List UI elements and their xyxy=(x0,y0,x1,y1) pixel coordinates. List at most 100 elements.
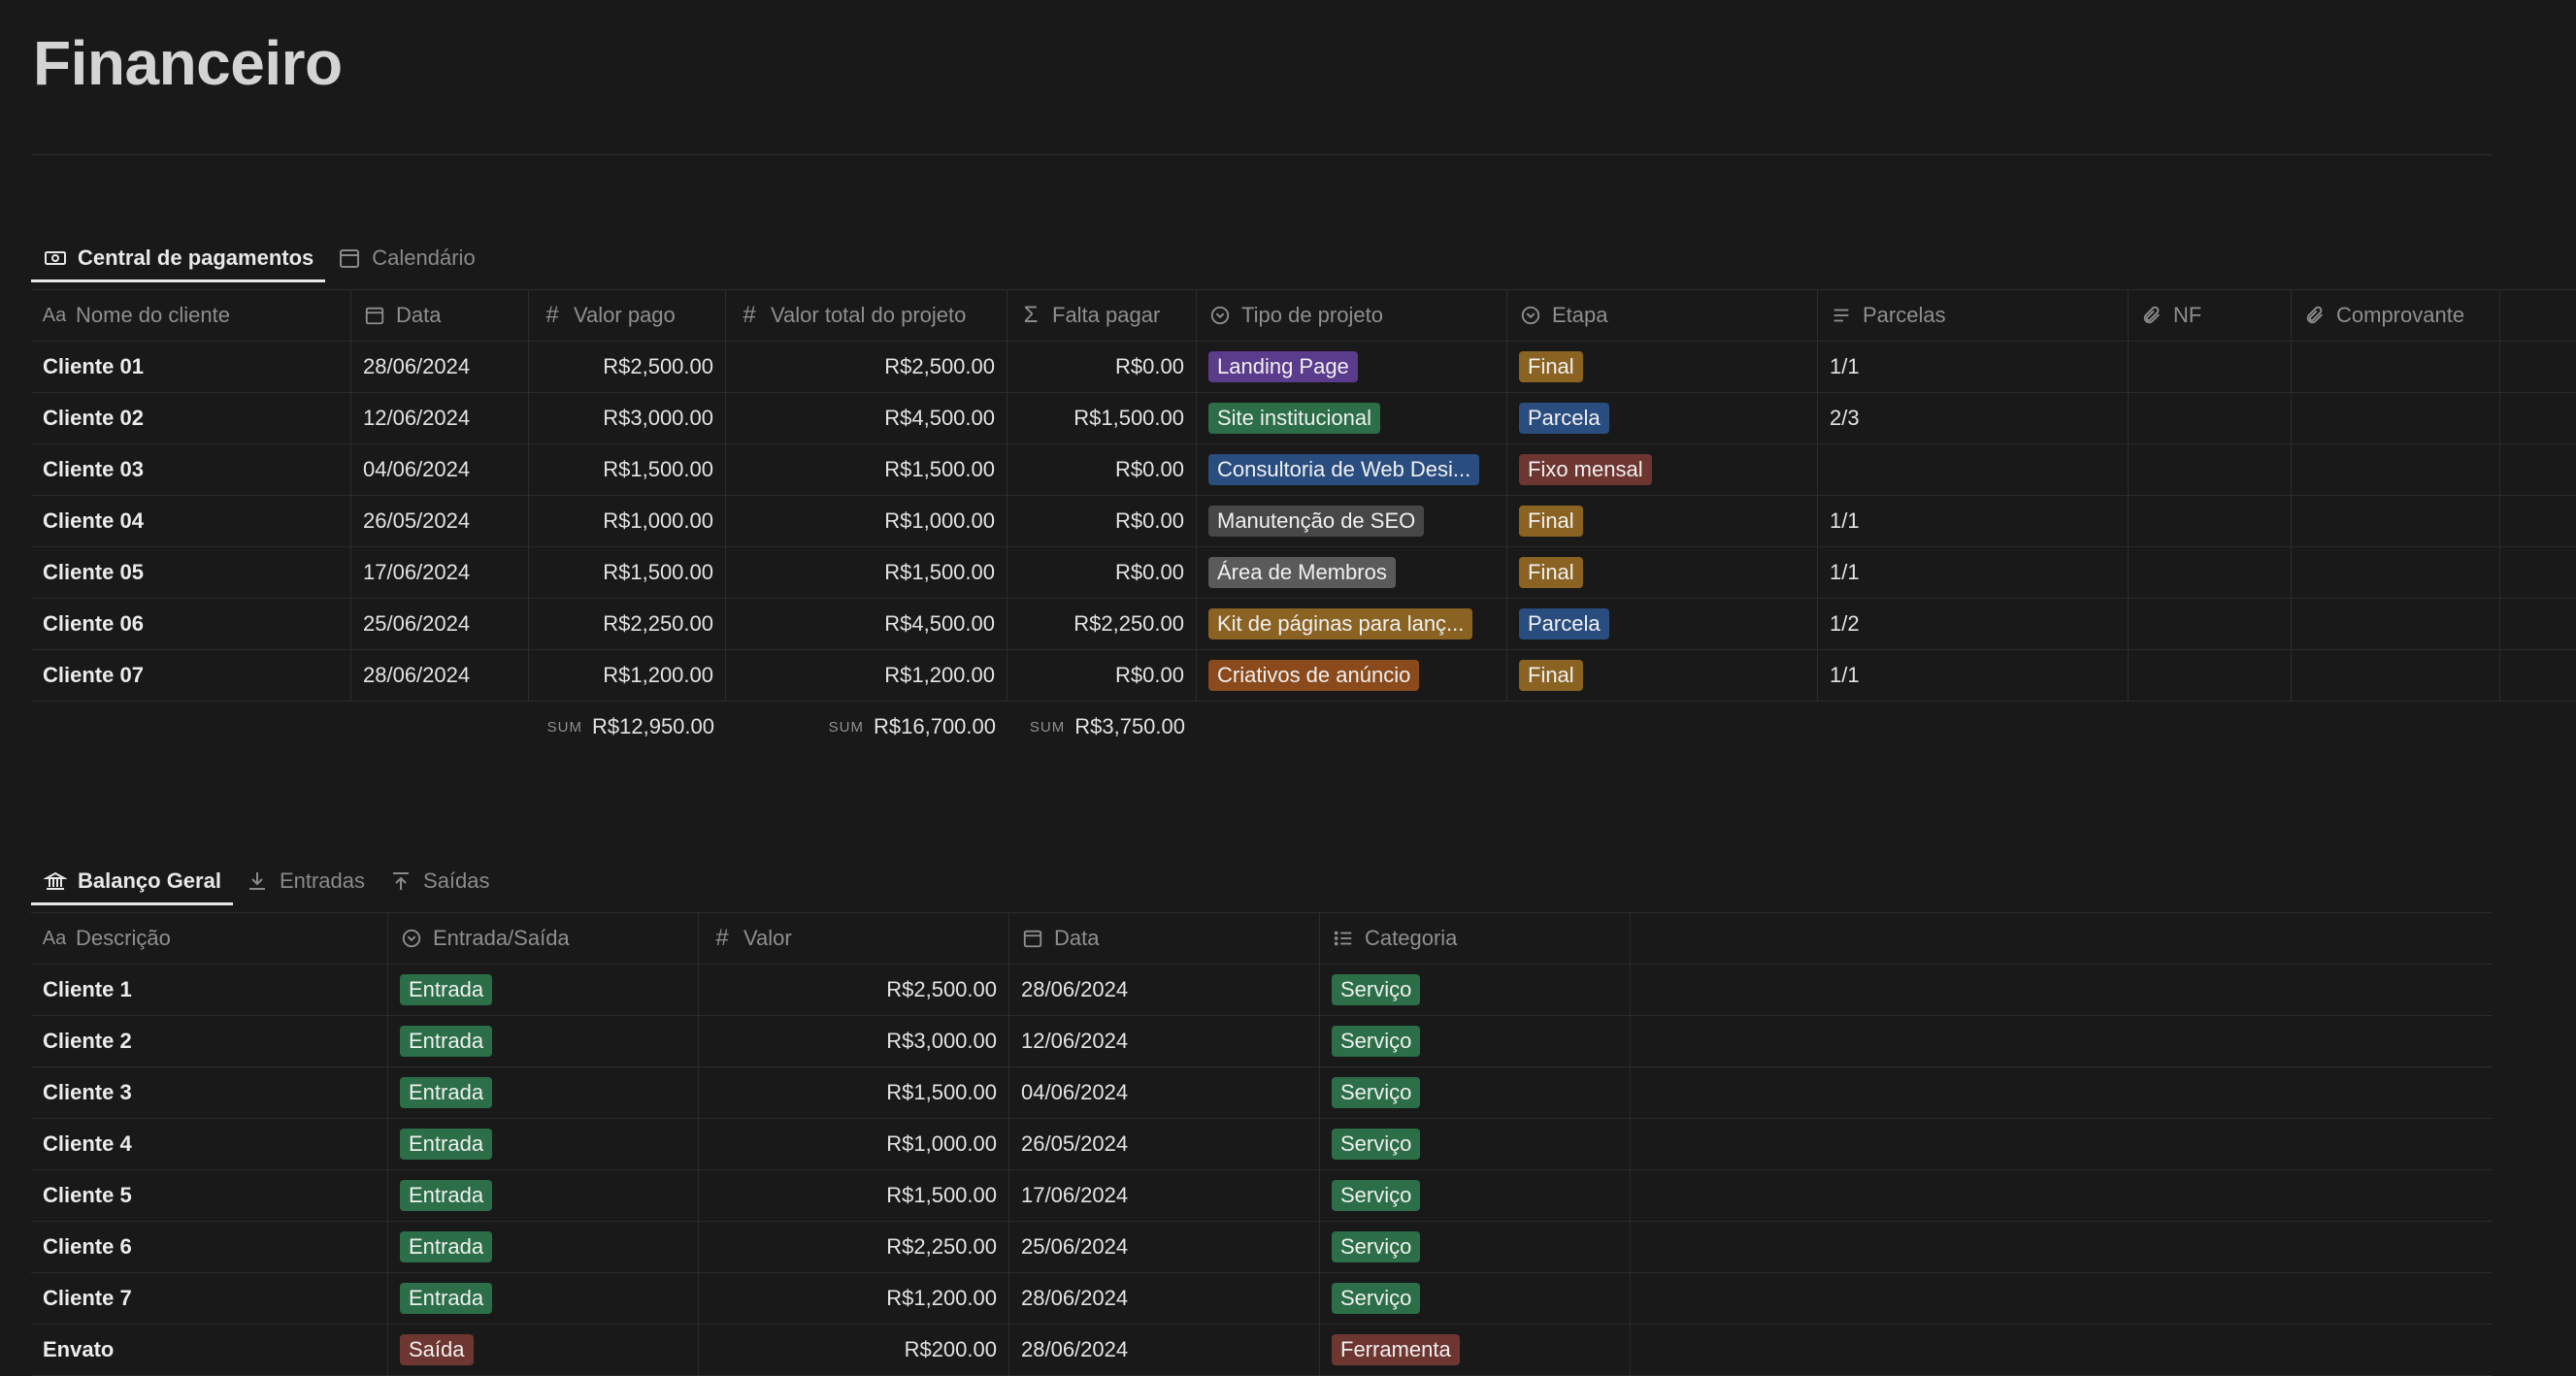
column-header-falta-pagar[interactable]: Σ Falta pagar xyxy=(1007,290,1197,341)
table-cell[interactable]: R$1,500.00 xyxy=(529,444,726,495)
table-row[interactable]: Cliente 7 Entrada R$1,200.00 28/06/2024 Serv… xyxy=(31,1273,2492,1325)
table-cell[interactable]: Site institucional xyxy=(1197,393,1507,443)
table-cell[interactable]: R$2,250.00 xyxy=(1007,599,1197,649)
table-cell[interactable]: Entrada xyxy=(388,1170,699,1221)
table-cell[interactable]: 26/05/2024 xyxy=(351,496,529,546)
column-header-valor[interactable]: # Valor xyxy=(699,913,1009,964)
table-cell[interactable]: R$0.00 xyxy=(1007,444,1197,495)
table-cell[interactable]: R$1,200.00 xyxy=(529,650,726,701)
table-cell[interactable]: Landing Page xyxy=(1197,342,1507,392)
table-cell[interactable]: R$2,500.00 xyxy=(529,342,726,392)
table-cell[interactable]: Serviço xyxy=(1320,1119,1631,1169)
tab-entradas[interactable]: Entradas xyxy=(233,860,377,902)
table-cell[interactable]: 1/1 xyxy=(1818,547,2129,598)
table-cell[interactable]: 1/1 xyxy=(1818,496,2129,546)
table-cell[interactable]: R$3,000.00 xyxy=(699,1016,1009,1066)
table-cell[interactable]: 2/3 xyxy=(1818,393,2129,443)
table-cell[interactable]: R$2,250.00 xyxy=(699,1222,1009,1272)
column-header-valor-pago[interactable]: # Valor pago xyxy=(529,290,726,341)
table-cell[interactable] xyxy=(2292,393,2500,443)
table-cell[interactable]: 26/05/2024 xyxy=(1009,1119,1320,1169)
table-cell[interactable] xyxy=(2129,650,2292,701)
table-cell[interactable]: 25/06/2024 xyxy=(1009,1222,1320,1272)
sum-paid[interactable]: SUM R$12,950.00 xyxy=(529,702,726,752)
table-cell[interactable]: Cliente 07 xyxy=(31,650,351,701)
table-cell[interactable] xyxy=(2292,342,2500,392)
table-cell[interactable] xyxy=(2292,650,2500,701)
table-cell[interactable]: R$1,500.00 xyxy=(699,1067,1009,1118)
table-cell[interactable]: 1/1 xyxy=(1818,650,2129,701)
table-cell[interactable]: Ferramenta xyxy=(1320,1325,1631,1375)
table-cell[interactable]: Parcela xyxy=(1507,599,1818,649)
table-row[interactable]: Cliente 3 Entrada R$1,500.00 04/06/2024 Serv… xyxy=(31,1067,2492,1119)
table-cell[interactable]: Saída xyxy=(388,1325,699,1375)
table-cell[interactable]: Cliente 7 xyxy=(31,1273,388,1324)
table-cell[interactable]: Cliente 05 xyxy=(31,547,351,598)
table-cell[interactable]: R$2,500.00 xyxy=(726,342,1007,392)
table-cell[interactable]: R$4,500.00 xyxy=(726,393,1007,443)
table-cell[interactable]: Serviço xyxy=(1320,1222,1631,1272)
column-header-data[interactable]: Data xyxy=(351,290,529,341)
table-cell[interactable]: Área de Membros xyxy=(1197,547,1507,598)
column-header-entrada-sa-da[interactable]: Entrada/Saída xyxy=(388,913,699,964)
table-cell[interactable]: Cliente 04 xyxy=(31,496,351,546)
table-cell[interactable]: 28/06/2024 xyxy=(1009,1273,1320,1324)
table-cell[interactable]: Envato xyxy=(31,1325,388,1375)
table-cell[interactable]: Parcela xyxy=(1507,393,1818,443)
table-cell[interactable]: R$1,500.00 xyxy=(699,1170,1009,1221)
table-cell[interactable] xyxy=(2129,599,2292,649)
table-cell[interactable]: R$1,500.00 xyxy=(726,444,1007,495)
column-header-nf[interactable]: NF xyxy=(2129,290,2292,341)
sum-total[interactable]: SUM R$16,700.00 xyxy=(726,702,1007,752)
table-cell[interactable]: 17/06/2024 xyxy=(351,547,529,598)
column-header-etapa[interactable]: Etapa xyxy=(1507,290,1818,341)
table-cell[interactable]: 1/2 xyxy=(1818,599,2129,649)
table-cell[interactable]: Cliente 6 xyxy=(31,1222,388,1272)
table-cell[interactable]: R$0.00 xyxy=(1007,547,1197,598)
table-cell[interactable]: R$0.00 xyxy=(1007,496,1197,546)
table-cell[interactable]: Cliente 02 xyxy=(31,393,351,443)
table-cell[interactable] xyxy=(2292,599,2500,649)
table-cell[interactable]: 17/06/2024 xyxy=(1009,1170,1320,1221)
table-cell[interactable]: Final xyxy=(1507,547,1818,598)
table-cell[interactable]: R$1,200.00 xyxy=(726,650,1007,701)
column-header-valor-total-do-projeto[interactable]: # Valor total do projeto xyxy=(726,290,1007,341)
table-cell[interactable]: R$200.00 xyxy=(699,1325,1009,1375)
table-row[interactable]: Cliente 2 Entrada R$3,000.00 12/06/2024 Serv… xyxy=(31,1016,2492,1067)
tab-central-de-pagamentos[interactable]: Central de pagamentos xyxy=(31,237,326,282)
table-cell[interactable]: Manutenção de SEO xyxy=(1197,496,1507,546)
table-cell[interactable]: Final xyxy=(1507,342,1818,392)
table-cell[interactable]: R$0.00 xyxy=(1007,342,1197,392)
table-cell[interactable] xyxy=(2292,496,2500,546)
column-header-nome-do-cliente[interactable]: Aa Nome do cliente xyxy=(31,290,351,341)
table-row[interactable]: Cliente 6 Entrada R$2,250.00 25/06/2024 Serv… xyxy=(31,1222,2492,1273)
table-cell[interactable]: 04/06/2024 xyxy=(1009,1067,1320,1118)
table-cell[interactable]: Kit de páginas para lanç... xyxy=(1197,599,1507,649)
table-cell[interactable] xyxy=(2129,342,2292,392)
tab-balanco-geral[interactable]: Balanço Geral xyxy=(31,860,233,905)
table-cell[interactable]: R$2,250.00 xyxy=(529,599,726,649)
table-cell[interactable]: R$1,000.00 xyxy=(699,1119,1009,1169)
table-row[interactable]: Cliente 02 12/06/2024 R$3,000.00 R$4,500.00… xyxy=(31,393,2576,444)
table-row[interactable]: Cliente 05 17/06/2024 R$1,500.00 R$1,500.00… xyxy=(31,547,2576,599)
table-cell[interactable]: Serviço xyxy=(1320,1273,1631,1324)
table-cell[interactable]: Final xyxy=(1507,496,1818,546)
table-cell[interactable]: Final xyxy=(1507,650,1818,701)
table-cell[interactable] xyxy=(2129,547,2292,598)
table-cell[interactable]: R$1,500.00 xyxy=(1007,393,1197,443)
table-cell[interactable]: Cliente 4 xyxy=(31,1119,388,1169)
table-cell[interactable] xyxy=(1818,444,2129,495)
table-cell[interactable]: Cliente 1 xyxy=(31,965,388,1015)
table-row[interactable]: Cliente 1 Entrada R$2,500.00 28/06/2024 Serv… xyxy=(31,965,2492,1016)
table-cell[interactable]: 12/06/2024 xyxy=(351,393,529,443)
table-cell[interactable]: Cliente 03 xyxy=(31,444,351,495)
column-header-categoria[interactable]: Categoria xyxy=(1320,913,1631,964)
table-cell[interactable]: Criativos de anúncio xyxy=(1197,650,1507,701)
table-cell[interactable]: Cliente 5 xyxy=(31,1170,388,1221)
column-header-comprovante[interactable]: Comprovante xyxy=(2292,290,2500,341)
table-cell[interactable] xyxy=(2129,496,2292,546)
table-cell[interactable]: Entrada xyxy=(388,965,699,1015)
table-cell[interactable]: R$1,500.00 xyxy=(529,547,726,598)
table-cell[interactable]: Cliente 06 xyxy=(31,599,351,649)
table-cell[interactable]: R$2,500.00 xyxy=(699,965,1009,1015)
